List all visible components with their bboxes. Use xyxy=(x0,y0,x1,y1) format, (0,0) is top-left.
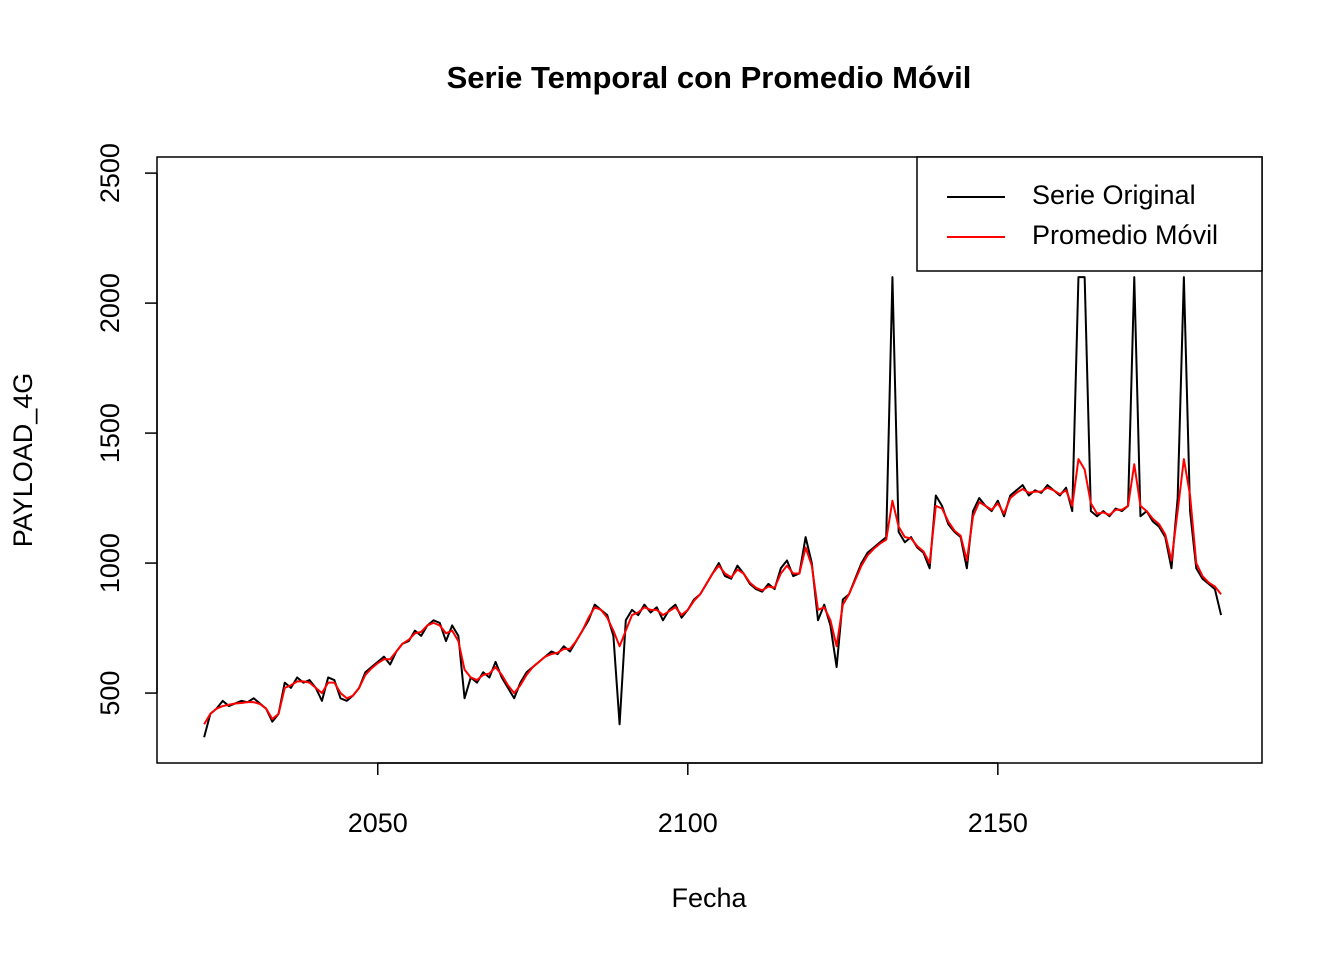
x-tick-label: 2050 xyxy=(348,808,408,838)
series-line xyxy=(203,458,1222,725)
series-line xyxy=(203,276,1223,738)
y-tick-label: 500 xyxy=(95,671,125,716)
chart-title: Serie Temporal con Promedio Móvil xyxy=(447,60,972,95)
legend-label: Promedio Móvil xyxy=(1032,220,1218,250)
y-tick-label: 1500 xyxy=(95,403,125,463)
y-tick-label: 2500 xyxy=(95,143,125,203)
y-axis-label: PAYLOAD_4G xyxy=(8,373,38,548)
x-tick-label: 2150 xyxy=(968,808,1028,838)
legend-label: Serie Original xyxy=(1032,180,1196,210)
x-tick-label: 2100 xyxy=(658,808,718,838)
x-axis-label: Fecha xyxy=(671,883,747,913)
legend-box xyxy=(916,156,1263,272)
y-tick-label: 2000 xyxy=(95,273,125,333)
y-tick-label: 1000 xyxy=(95,533,125,593)
